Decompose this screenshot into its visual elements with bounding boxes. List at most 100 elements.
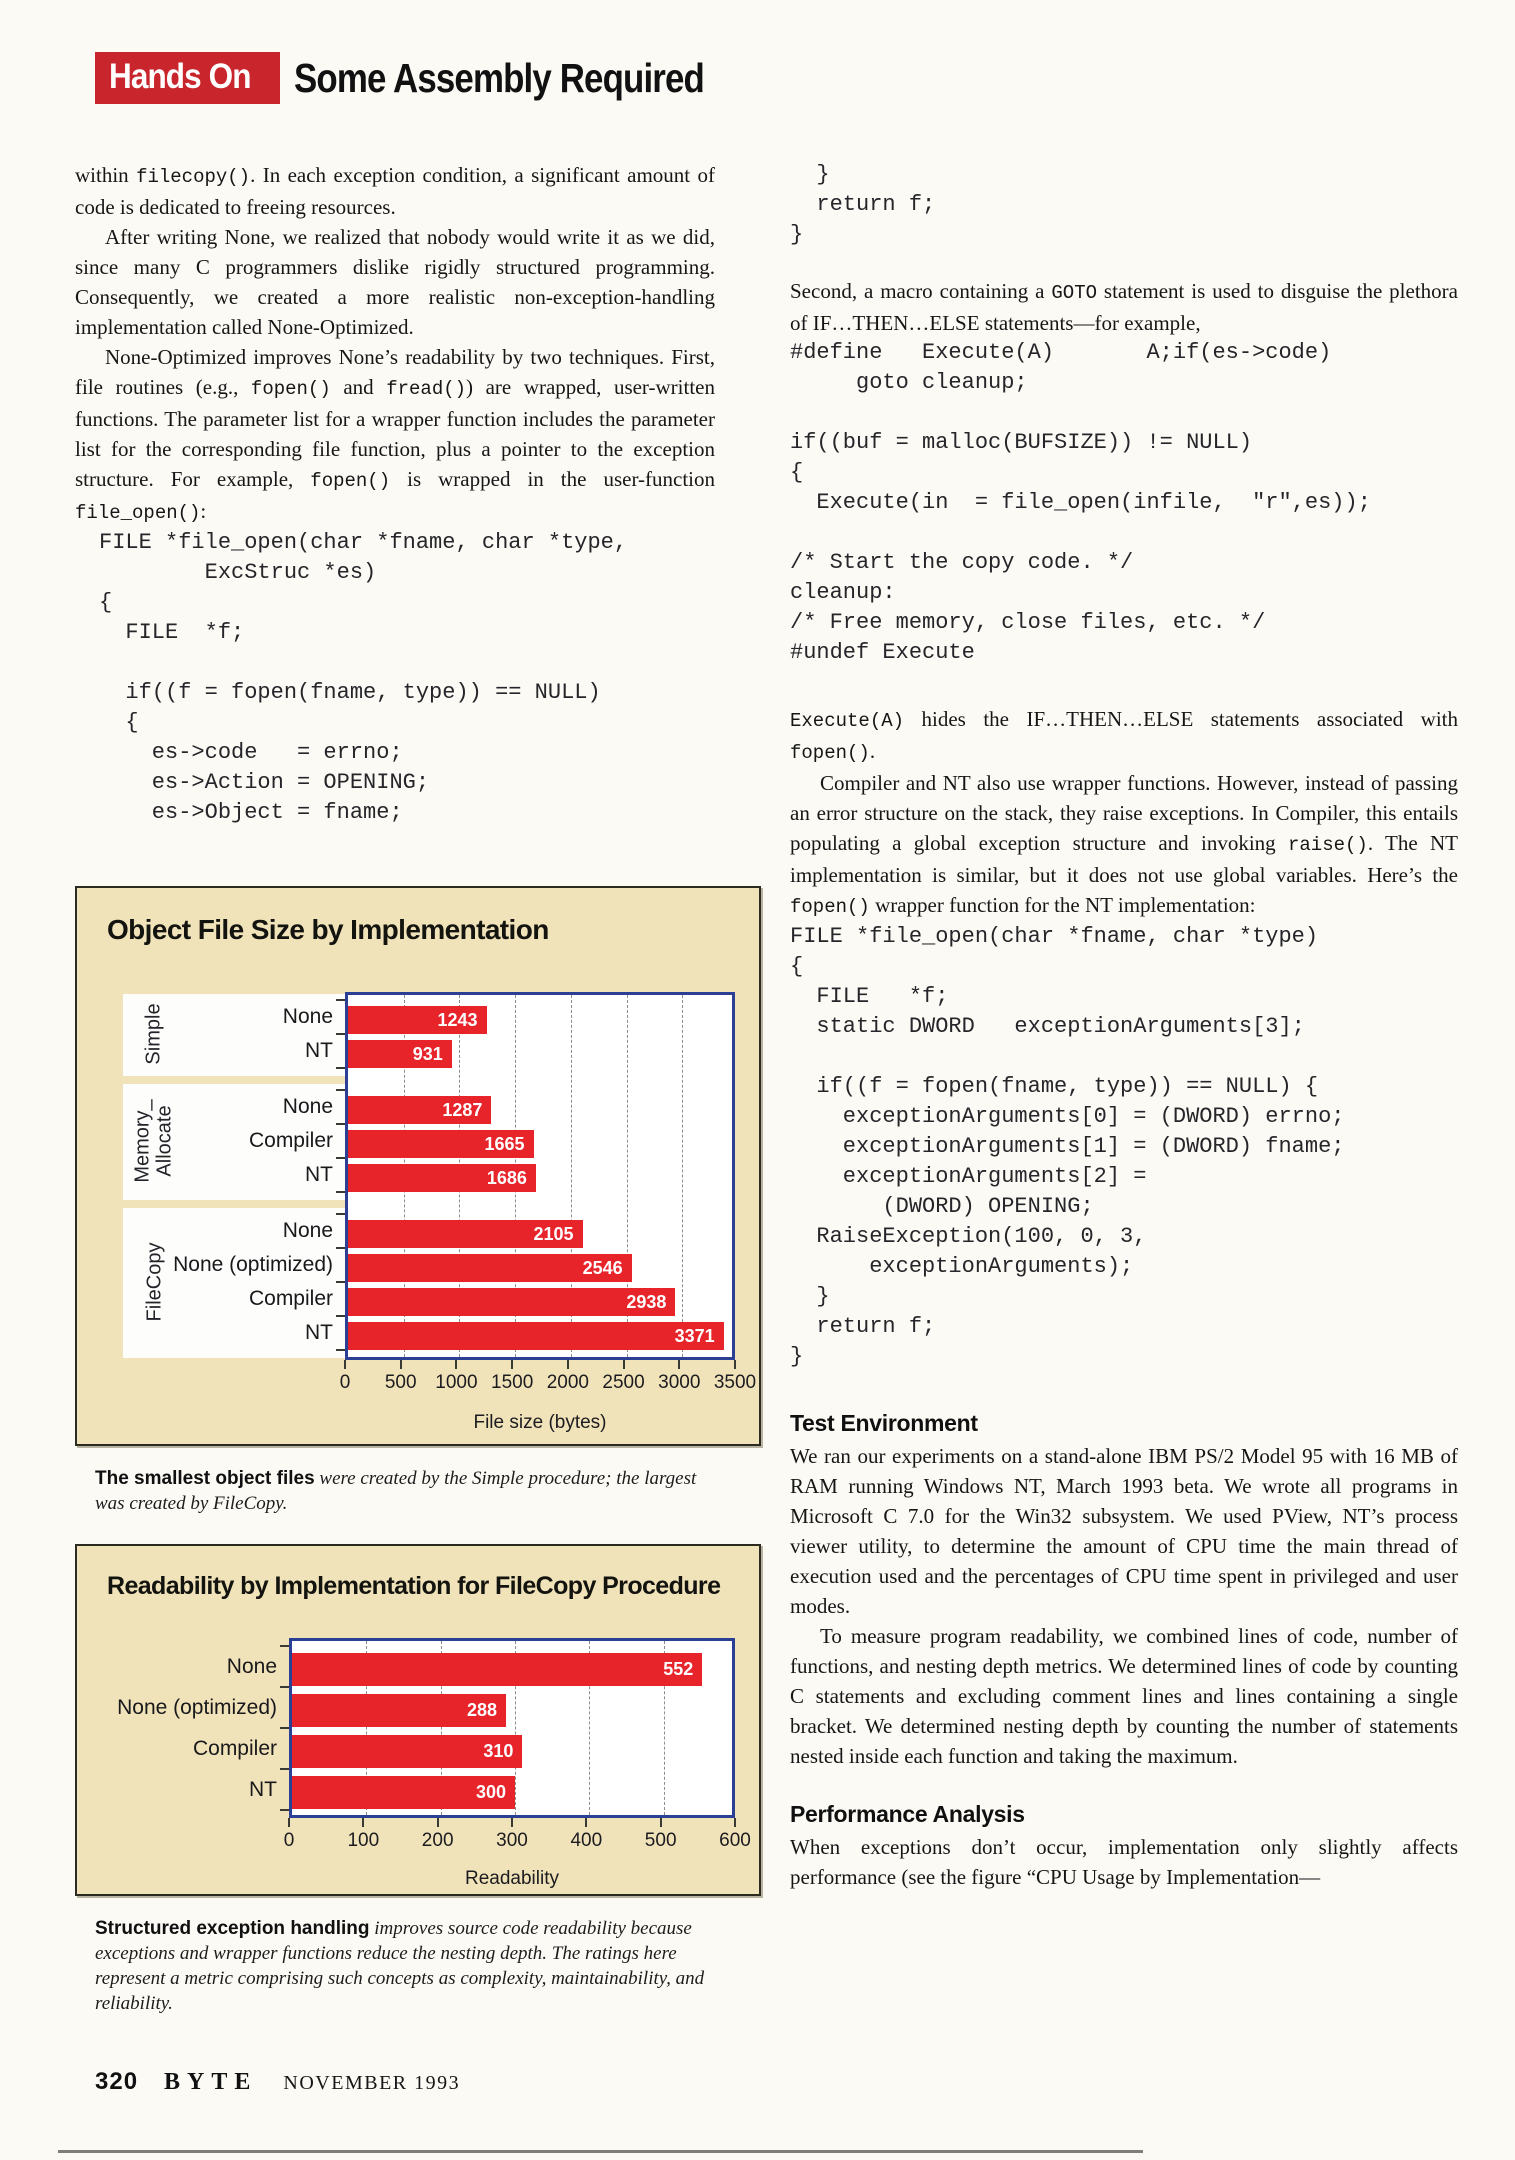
code-block-file-open-wrapper: FILE *file_open(char *fname, char *type,… xyxy=(99,530,628,825)
y-axis-tick xyxy=(336,1067,345,1069)
paragraph: We ran our experiments on a stand-alone … xyxy=(790,1444,1458,1618)
x-axis-tick-label: 3500 xyxy=(713,1372,757,1393)
x-axis-tick xyxy=(455,1360,458,1369)
y-axis-tick xyxy=(336,1281,345,1283)
page-number: 320 xyxy=(95,2068,139,2095)
bar-category-label: None (optimized) xyxy=(173,1253,333,1276)
bar-category-label: None xyxy=(282,1219,333,1242)
code-block-execute-macro: #define Execute(A) A;if(es->code) goto c… xyxy=(790,340,1371,665)
bar-value-label: 2546 xyxy=(582,1257,623,1278)
bar-value-label: 1686 xyxy=(486,1167,527,1188)
x-axis-tick xyxy=(678,1360,681,1369)
y-axis-tick xyxy=(336,1123,345,1125)
bar-category-label: Compiler xyxy=(248,1287,333,1310)
paragraph: Compiler and NT also use wrapper functio… xyxy=(790,771,1458,918)
code-block-nt-wrapper: FILE *file_open(char *fname, char *type)… xyxy=(790,924,1345,1369)
figure-caption-readability: Structured exception handling improves s… xyxy=(95,1916,717,2016)
paragraph: None-Optimized improves None’s readabili… xyxy=(75,345,715,524)
caption-lead: The smallest object files xyxy=(95,1468,315,1489)
bar-category-label: NT xyxy=(305,1039,333,1062)
x-axis-title: File size (bytes) xyxy=(473,1412,607,1433)
x-axis-tick-label: 100 xyxy=(347,1830,380,1851)
y-axis-tick xyxy=(336,1089,345,1091)
x-axis-tick xyxy=(622,1360,625,1369)
y-axis-tick xyxy=(336,1349,345,1351)
section-badge-label: Hands On xyxy=(109,57,251,96)
figure-readability-chart: Readability by Implementation for FileCo… xyxy=(75,1544,761,1896)
bar-value-label: 1243 xyxy=(437,1009,478,1030)
x-axis-tick xyxy=(734,1818,736,1827)
x-axis-tick-label: 3000 xyxy=(658,1372,701,1393)
bar-value-label: 300 xyxy=(475,1782,506,1802)
bar-value-label: 310 xyxy=(483,1741,514,1761)
bar-category-label: None xyxy=(282,1005,333,1028)
section-badge: Hands On xyxy=(95,52,281,104)
paragraph: To measure program readability, we combi… xyxy=(790,1624,1458,1768)
y-axis-tick xyxy=(336,1033,345,1035)
figure-object-file-size-chart: Object File Size by Implementation 1243 93… xyxy=(75,886,761,1446)
gridline xyxy=(440,1641,442,1815)
chart-title: Readability by Implementation for FileCo… xyxy=(107,1572,721,1600)
bar-value-label: 2938 xyxy=(626,1291,667,1312)
magazine-name: BYTE xyxy=(164,2069,258,2095)
x-axis-tick-label: 400 xyxy=(570,1830,603,1851)
x-axis-tick-label: 1000 xyxy=(435,1372,478,1393)
group-label-text: Memory_ Allocate xyxy=(132,1099,177,1183)
group-label: FileCopy xyxy=(125,1214,183,1350)
x-axis-tick-label: 2500 xyxy=(602,1372,645,1393)
bar-value-label: 2105 xyxy=(533,1223,574,1244)
x-axis-tick xyxy=(566,1360,569,1369)
paragraph: Execute(A) hides the IF…THEN…ELSE statem… xyxy=(790,707,1458,764)
data-bar: 310 xyxy=(292,1735,523,1768)
data-bar: 931 xyxy=(348,1040,452,1068)
data-bar: 2105 xyxy=(348,1220,583,1248)
x-axis-tick xyxy=(399,1360,402,1369)
bar-category-label: Compiler xyxy=(192,1736,277,1760)
x-axis-tick-label: 0 xyxy=(283,1830,295,1851)
data-bar: 288 xyxy=(292,1694,507,1727)
paragraph: within filecopy(). In each exception con… xyxy=(75,163,715,219)
x-axis-tick xyxy=(511,1360,514,1369)
issue-date: NOVEMBER 1993 xyxy=(283,2072,461,2094)
data-bar: 2546 xyxy=(348,1254,632,1282)
x-axis-tick-label: 600 xyxy=(719,1830,751,1851)
data-bar: 1665 xyxy=(348,1130,534,1158)
article-title-text: Some Assembly Required xyxy=(294,54,705,101)
group-label-text: FileCopy xyxy=(143,1242,166,1322)
data-bar: 1243 xyxy=(348,1006,487,1034)
data-bar: 1686 xyxy=(348,1164,536,1192)
x-axis-tick-label: 200 xyxy=(421,1830,454,1851)
bar-value-label: 3371 xyxy=(674,1325,715,1346)
x-axis-tick-label: 1500 xyxy=(491,1372,534,1393)
gridline xyxy=(626,995,628,1357)
gridline xyxy=(366,1641,368,1815)
y-axis-tick xyxy=(336,999,345,1001)
section-heading-test-environment: Test Environment xyxy=(790,1410,978,1436)
x-axis-tick xyxy=(344,1360,346,1369)
page-edge-artifact xyxy=(58,2150,1143,2153)
right-column: } return f; } Second, a macro containing… xyxy=(790,160,1458,1892)
y-axis-tick xyxy=(280,1768,289,1770)
group-label-strip xyxy=(123,994,345,1076)
bar-value-label: 288 xyxy=(467,1700,498,1720)
data-bar: 300 xyxy=(292,1776,515,1809)
plot-area: 552 288 310 300 xyxy=(289,1638,735,1818)
paragraph: After writing None, we realized that nob… xyxy=(75,225,715,339)
article-title: Some Assembly Required xyxy=(294,55,776,102)
bar-category-label: Compiler xyxy=(248,1129,333,1152)
article-header: Hands On Some Assembly Required xyxy=(95,52,777,104)
gridline xyxy=(663,1641,665,1815)
data-bar: 1287 xyxy=(348,1096,492,1124)
bar-category-label: NT xyxy=(249,1777,277,1801)
x-axis-tick xyxy=(585,1818,588,1827)
x-axis-tick xyxy=(288,1818,290,1827)
group-label-strip xyxy=(123,1084,345,1200)
group-label: Memory_ Allocate xyxy=(125,1090,183,1192)
bar-value-label: 1665 xyxy=(484,1133,525,1154)
group-label: Simple xyxy=(125,1000,183,1068)
gridline xyxy=(682,995,684,1357)
data-bar: 2938 xyxy=(348,1288,676,1316)
x-axis-tick xyxy=(362,1818,365,1827)
page-footer: 320 BYTE NOVEMBER 1993 xyxy=(95,2068,460,2096)
